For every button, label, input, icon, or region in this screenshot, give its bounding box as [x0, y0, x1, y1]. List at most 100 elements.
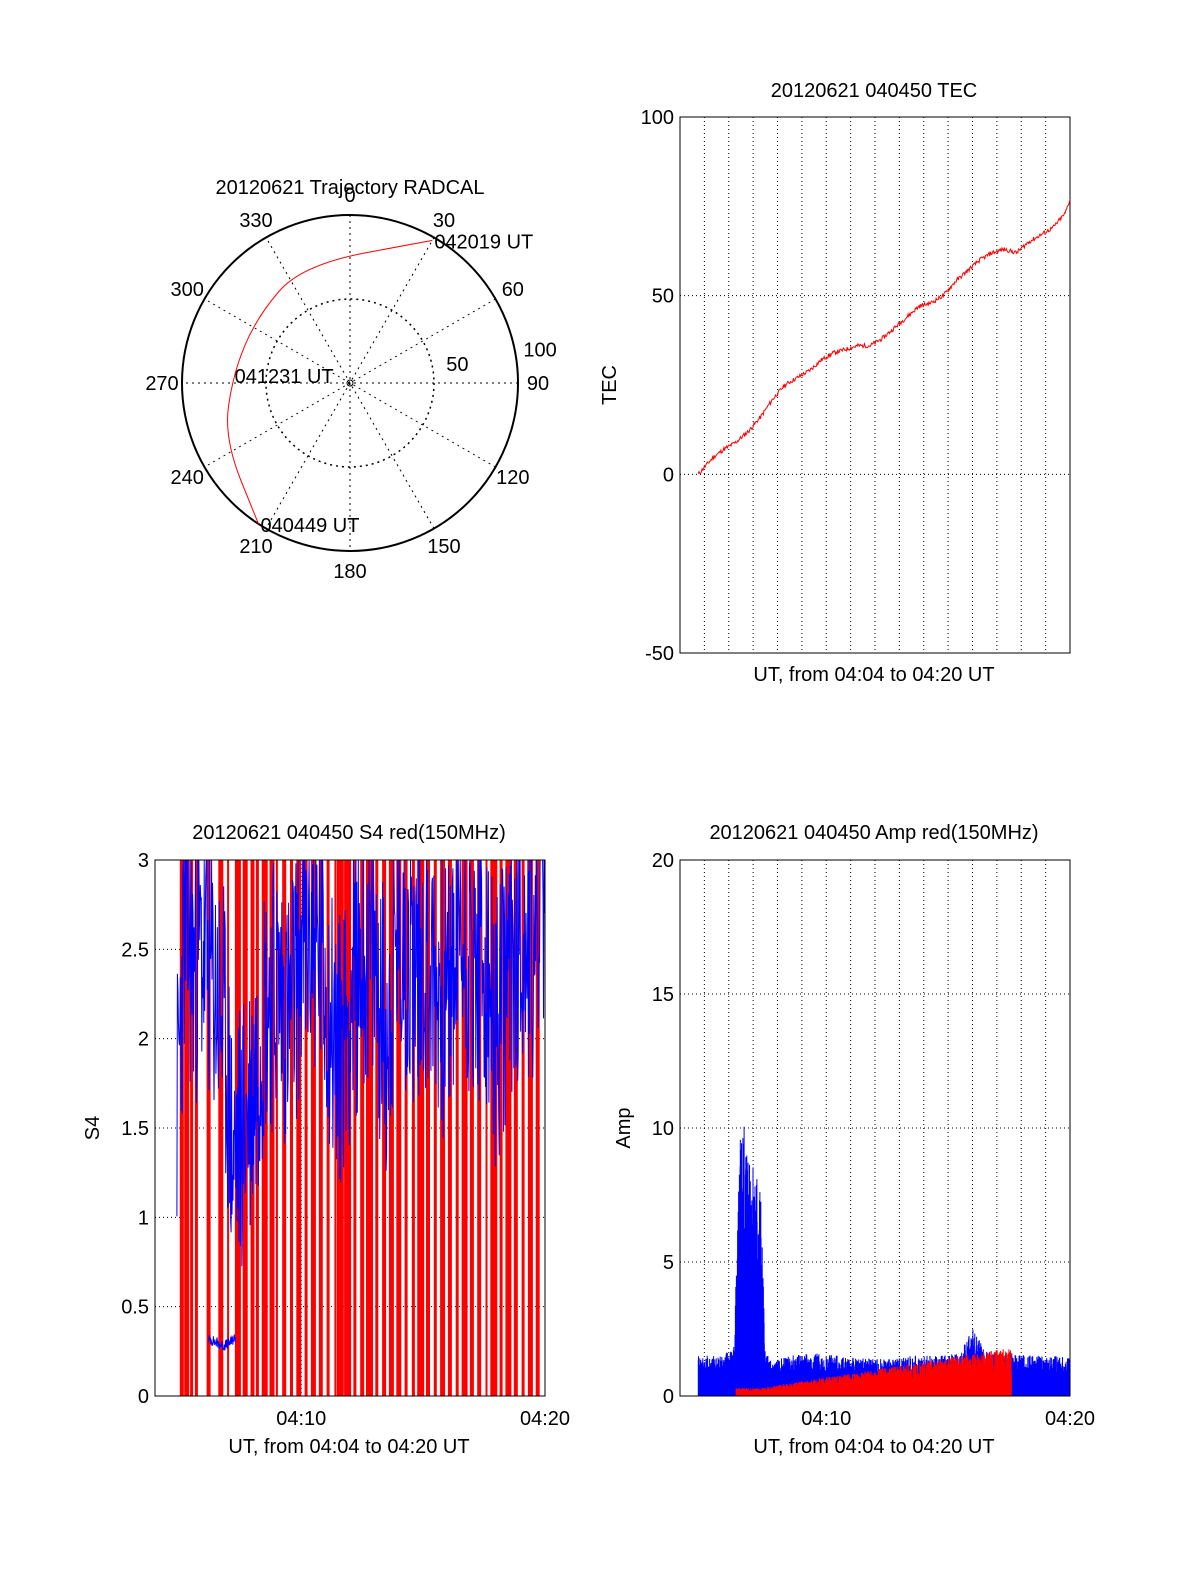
- y-tick-labels: 0 5 10 15 20: [652, 850, 674, 1408]
- polar-grid: [181, 214, 519, 552]
- s4-red-spike: [426, 860, 430, 1396]
- s4-red-spike: [477, 860, 482, 1396]
- s4-red-spike: [535, 860, 540, 1396]
- s4-red-spike: [513, 860, 518, 1396]
- y-tick-labels: -50 0 50 100: [641, 107, 674, 665]
- azimuth-label: 30: [433, 210, 455, 232]
- s4-red-spike: [396, 860, 402, 1396]
- series-lines: [176, 859, 546, 1351]
- s4-red-spike: [206, 860, 211, 1396]
- s4-red-spike: [447, 860, 452, 1396]
- x-tick-labels: 04:10 04:20: [276, 1408, 570, 1430]
- y-tick-label: 2.5: [121, 939, 149, 961]
- center-mark: [346, 379, 354, 387]
- s4-series-line: [208, 1333, 236, 1351]
- s4-red-spike: [388, 860, 394, 1396]
- y-tick-label: -50: [645, 643, 674, 665]
- x-tick-label: 04:20: [1045, 1408, 1095, 1430]
- x-tick-label: 04:20: [520, 1408, 570, 1430]
- azimuth-label: 240: [170, 467, 203, 489]
- azimuth-label: 150: [427, 536, 460, 558]
- y-tick-label: 50: [652, 286, 674, 308]
- y-axis-label: TEC: [599, 365, 621, 405]
- s4-red-spike: [275, 860, 278, 1396]
- x-tick-label: 04:10: [276, 1408, 326, 1430]
- chart-title: 20120621 Trajectory RADCAL: [215, 177, 484, 199]
- azimuth-label: 270: [145, 373, 178, 395]
- s4-red-spike: [485, 860, 488, 1396]
- y-tick-label: 10: [652, 1118, 674, 1140]
- grid: [680, 116, 1070, 654]
- y-tick-label: 2: [138, 1029, 149, 1051]
- radial-labels: 50 100: [446, 339, 557, 376]
- tec-panel: 20120621 040450 TEC -50 0 50 100 UT, from 0…: [599, 80, 1071, 686]
- x-axis-label: UT, from 04:04 to 04:20 UT: [753, 664, 994, 686]
- plot-frame: [154, 859, 546, 1397]
- trajectory-panel: 20120621 Trajectory RADCAL 0 30 60 90 120 150…: [145, 177, 556, 583]
- s4-red-spike: [318, 860, 323, 1396]
- trajectory-line: [227, 239, 433, 525]
- s4-red-spike: [218, 860, 224, 1396]
- s4-red-spike: [469, 860, 474, 1396]
- azimuth-label: 120: [496, 467, 529, 489]
- y-tick-label: 1: [138, 1207, 149, 1229]
- s4-red-spike: [290, 860, 293, 1396]
- x-axis-label: UT, from 04:04 to 04:20 UT: [228, 1436, 469, 1458]
- s4-red-spike: [411, 860, 415, 1396]
- s4-red-spike: [382, 860, 387, 1396]
- y-tick-label: 0: [663, 1386, 674, 1408]
- x-tick-labels: 04:10 04:20: [801, 1408, 1095, 1430]
- plot-frame: [679, 116, 1071, 654]
- x-tick-label: 04:10: [801, 1408, 851, 1430]
- s4-red-spike: [184, 860, 190, 1396]
- trajectory-annotation: 040449 UT: [261, 515, 360, 537]
- s4-red-spike: [255, 860, 259, 1396]
- radial-label: 100: [523, 339, 556, 361]
- s4-red-spike: [334, 860, 337, 1396]
- s4-red-spike: [326, 860, 330, 1396]
- s4-red-spike: [194, 860, 198, 1396]
- series-lines: [697, 199, 1071, 474]
- series-lines: [697, 1126, 1071, 1396]
- y-tick-labels: 0 0.5 1 1.5 2 2.5 3: [121, 850, 149, 1408]
- s4-red-spike: [296, 860, 302, 1396]
- s4-red-spike: [404, 860, 408, 1396]
- y-axis-label: Amp: [613, 1107, 635, 1148]
- chart-title: 20120621 040450 S4 red(150MHz): [192, 822, 506, 844]
- s4-red-spike: [360, 860, 365, 1396]
- y-tick-label: 0.5: [121, 1297, 149, 1319]
- azimuth-label: 90: [527, 373, 549, 395]
- amp-series-trace: [735, 1349, 1012, 1396]
- radial-label: 50: [446, 354, 468, 376]
- s4-red-spike: [433, 860, 437, 1396]
- y-tick-label: 100: [641, 107, 674, 129]
- azimuth-label: 60: [502, 279, 524, 301]
- s4-red-spike: [353, 860, 357, 1396]
- azimuth-label: 210: [239, 536, 272, 558]
- y-tick-label: 15: [652, 984, 674, 1006]
- x-axis-label: UT, from 04:04 to 04:20 UT: [753, 1436, 994, 1458]
- trajectory-annotations: 042019 UT 041231 UT 040449 UT: [235, 231, 534, 536]
- s4-red-spike: [190, 860, 194, 1396]
- s4-panel: 20120621 040450 S4 red(150MHz) 0 0.5 1 1.5 2…: [82, 822, 570, 1458]
- s4-red-spike: [375, 860, 379, 1396]
- trajectory-annotation: 042019 UT: [434, 231, 533, 253]
- s4-red-spike: [344, 860, 352, 1396]
- y-tick-label: 0: [663, 464, 674, 486]
- y-axis-label: S4: [82, 1116, 104, 1140]
- s4-red-spike: [521, 860, 525, 1396]
- s4-series-line: [176, 859, 546, 1267]
- y-tick-label: 5: [663, 1252, 674, 1274]
- s4-red-spike: [304, 860, 308, 1396]
- amp-series-trace: [697, 1126, 1071, 1396]
- s4-red-spike: [242, 860, 248, 1396]
- s4-red-spike: [179, 860, 184, 1396]
- azimuth-label: 330: [239, 210, 272, 232]
- s4-red-spike: [366, 860, 373, 1396]
- tec-series-line: [697, 199, 1071, 474]
- azimuth-labels: 0 30 60 90 120 150 180 210 240 270 300 330: [145, 185, 549, 583]
- s4-red-spike: [527, 860, 533, 1396]
- y-tick-label: 3: [138, 850, 149, 872]
- plot-frame: [679, 859, 1071, 1397]
- trajectory-annotation: 041231 UT: [235, 366, 334, 388]
